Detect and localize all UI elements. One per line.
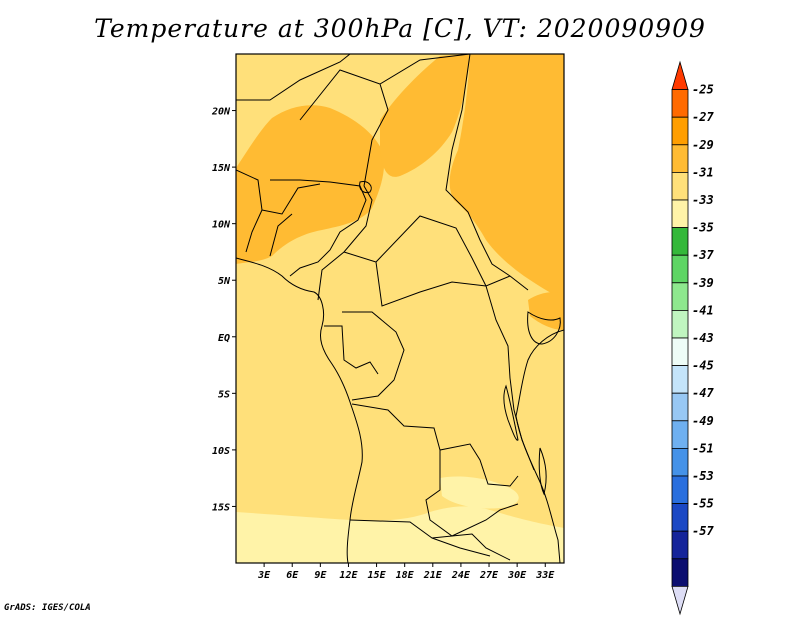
colorbar-segment	[671, 530, 689, 560]
border-nigeria	[270, 179, 367, 277]
colorbar-segment	[671, 254, 689, 284]
colorbar-segment	[671, 365, 689, 394]
colorbar-segment	[671, 89, 689, 118]
lat-tick-label: 5S	[218, 389, 230, 400]
colorbar-label: -33	[692, 193, 714, 207]
colorbar-label: -47	[692, 386, 714, 400]
border-east	[485, 285, 535, 471]
lat-tick-label: 15N	[212, 163, 231, 174]
border-drc-south	[351, 403, 519, 487]
border-sahel-central	[299, 69, 389, 187]
colorbar-segment	[671, 447, 689, 477]
colorbar-segment	[671, 475, 689, 505]
lat-tick-label: 20N	[211, 107, 231, 118]
border-west-africa	[236, 169, 321, 257]
colorbar-segment	[671, 282, 689, 311]
colorbar-label: -55	[692, 497, 714, 511]
lon-tick-label: 33E	[535, 570, 555, 581]
colorbar-label: -51	[692, 441, 714, 455]
border-gabon	[324, 325, 379, 375]
colorbar-segment	[671, 503, 689, 532]
border-congo	[342, 311, 405, 401]
colorbar-segment	[671, 420, 689, 449]
lake-chad	[359, 181, 372, 193]
colorbar-segment	[671, 392, 689, 422]
colorbar-segment	[671, 337, 689, 367]
colorbar-segment	[671, 199, 689, 229]
colorbar-top-triangle	[671, 60, 689, 90]
lat-tick-label: 5N	[218, 276, 231, 287]
lon-tick-label: 24E	[451, 570, 471, 581]
field-band-29-31-central	[380, 54, 470, 177]
lake-malawi	[538, 447, 547, 496]
colorbar-label: -53	[692, 469, 714, 483]
map-title: Temperature at 300hPa [C], VT: 202009090…	[94, 14, 706, 43]
lon-tick-label: 30E	[507, 570, 527, 581]
colorbar-label: -31	[692, 165, 714, 179]
lat-tick-label: 15S	[212, 502, 230, 513]
colorbar-segment	[671, 116, 689, 146]
field-band-29-31-lakes	[528, 292, 564, 330]
colorbar: -25 -27 -29 -31 -33 -35 -37 -39 -41 -43 -45 -47 -49 -…	[671, 60, 714, 616]
colorbar-segment	[671, 227, 689, 256]
footer-credit: GrADS: IGES/COLA	[4, 603, 91, 613]
lon-tick-label: 15E	[368, 570, 387, 581]
latitude-axis: 20N 15N 10N 5N EQ 5S 10S 15S	[211, 107, 236, 513]
border-sahel-west	[236, 54, 351, 101]
colorbar-label: -35	[692, 221, 714, 235]
colorbar-label: -45	[692, 359, 714, 373]
lat-tick-label: EQ	[218, 333, 230, 344]
border-drc-north	[375, 215, 487, 287]
colorbar-label: -39	[692, 276, 714, 290]
lon-tick-label: 9E	[314, 570, 327, 581]
colorbar-label: -29	[692, 138, 714, 152]
colorbar-label: -43	[692, 331, 714, 345]
lon-tick-label: 12E	[339, 570, 358, 581]
colorbar-label: -57	[692, 524, 714, 538]
border-botswana	[431, 537, 491, 557]
colorbar-label: -41	[692, 303, 714, 317]
lon-tick-label: 18E	[396, 570, 415, 581]
colorbar-segment	[671, 558, 689, 587]
colorbar-label: -49	[692, 414, 714, 428]
border-north	[379, 54, 529, 291]
field-band-29-31-west	[236, 105, 385, 265]
border-lake-victoria	[527, 311, 561, 345]
colorbar-label: -37	[692, 248, 714, 262]
map-frame	[235, 53, 565, 564]
field-band-29-31-east	[449, 54, 564, 300]
field-band-below-33-south-east	[440, 476, 519, 509]
temperature-field	[236, 54, 564, 563]
colorbar-label: -27	[692, 110, 714, 124]
lon-tick-label: 27E	[479, 570, 499, 581]
field-band-below-33	[236, 506, 564, 563]
lon-tick-label: 21E	[423, 570, 443, 581]
lat-tick-label: 10N	[212, 220, 231, 231]
political-borders	[236, 54, 564, 563]
border-chad-cameroon	[317, 185, 373, 301]
lon-tick-label: 3E	[257, 570, 271, 581]
colorbar-segment	[671, 144, 689, 173]
colorbar-bottom-triangle	[671, 586, 689, 616]
border-zambia	[425, 450, 519, 537]
lat-tick-label: 10S	[212, 446, 230, 457]
colorbar-segment	[671, 171, 689, 201]
lon-tick-label: 6E	[286, 570, 299, 581]
longitude-axis: 3E 6E 9E 12E 15E 18E 21E 24E 27E 30E 33E	[257, 563, 555, 581]
colorbar-label: -25	[692, 83, 714, 97]
coastline	[236, 257, 363, 563]
lake-tanganyika	[503, 384, 519, 441]
colorbar-segment	[671, 309, 689, 339]
